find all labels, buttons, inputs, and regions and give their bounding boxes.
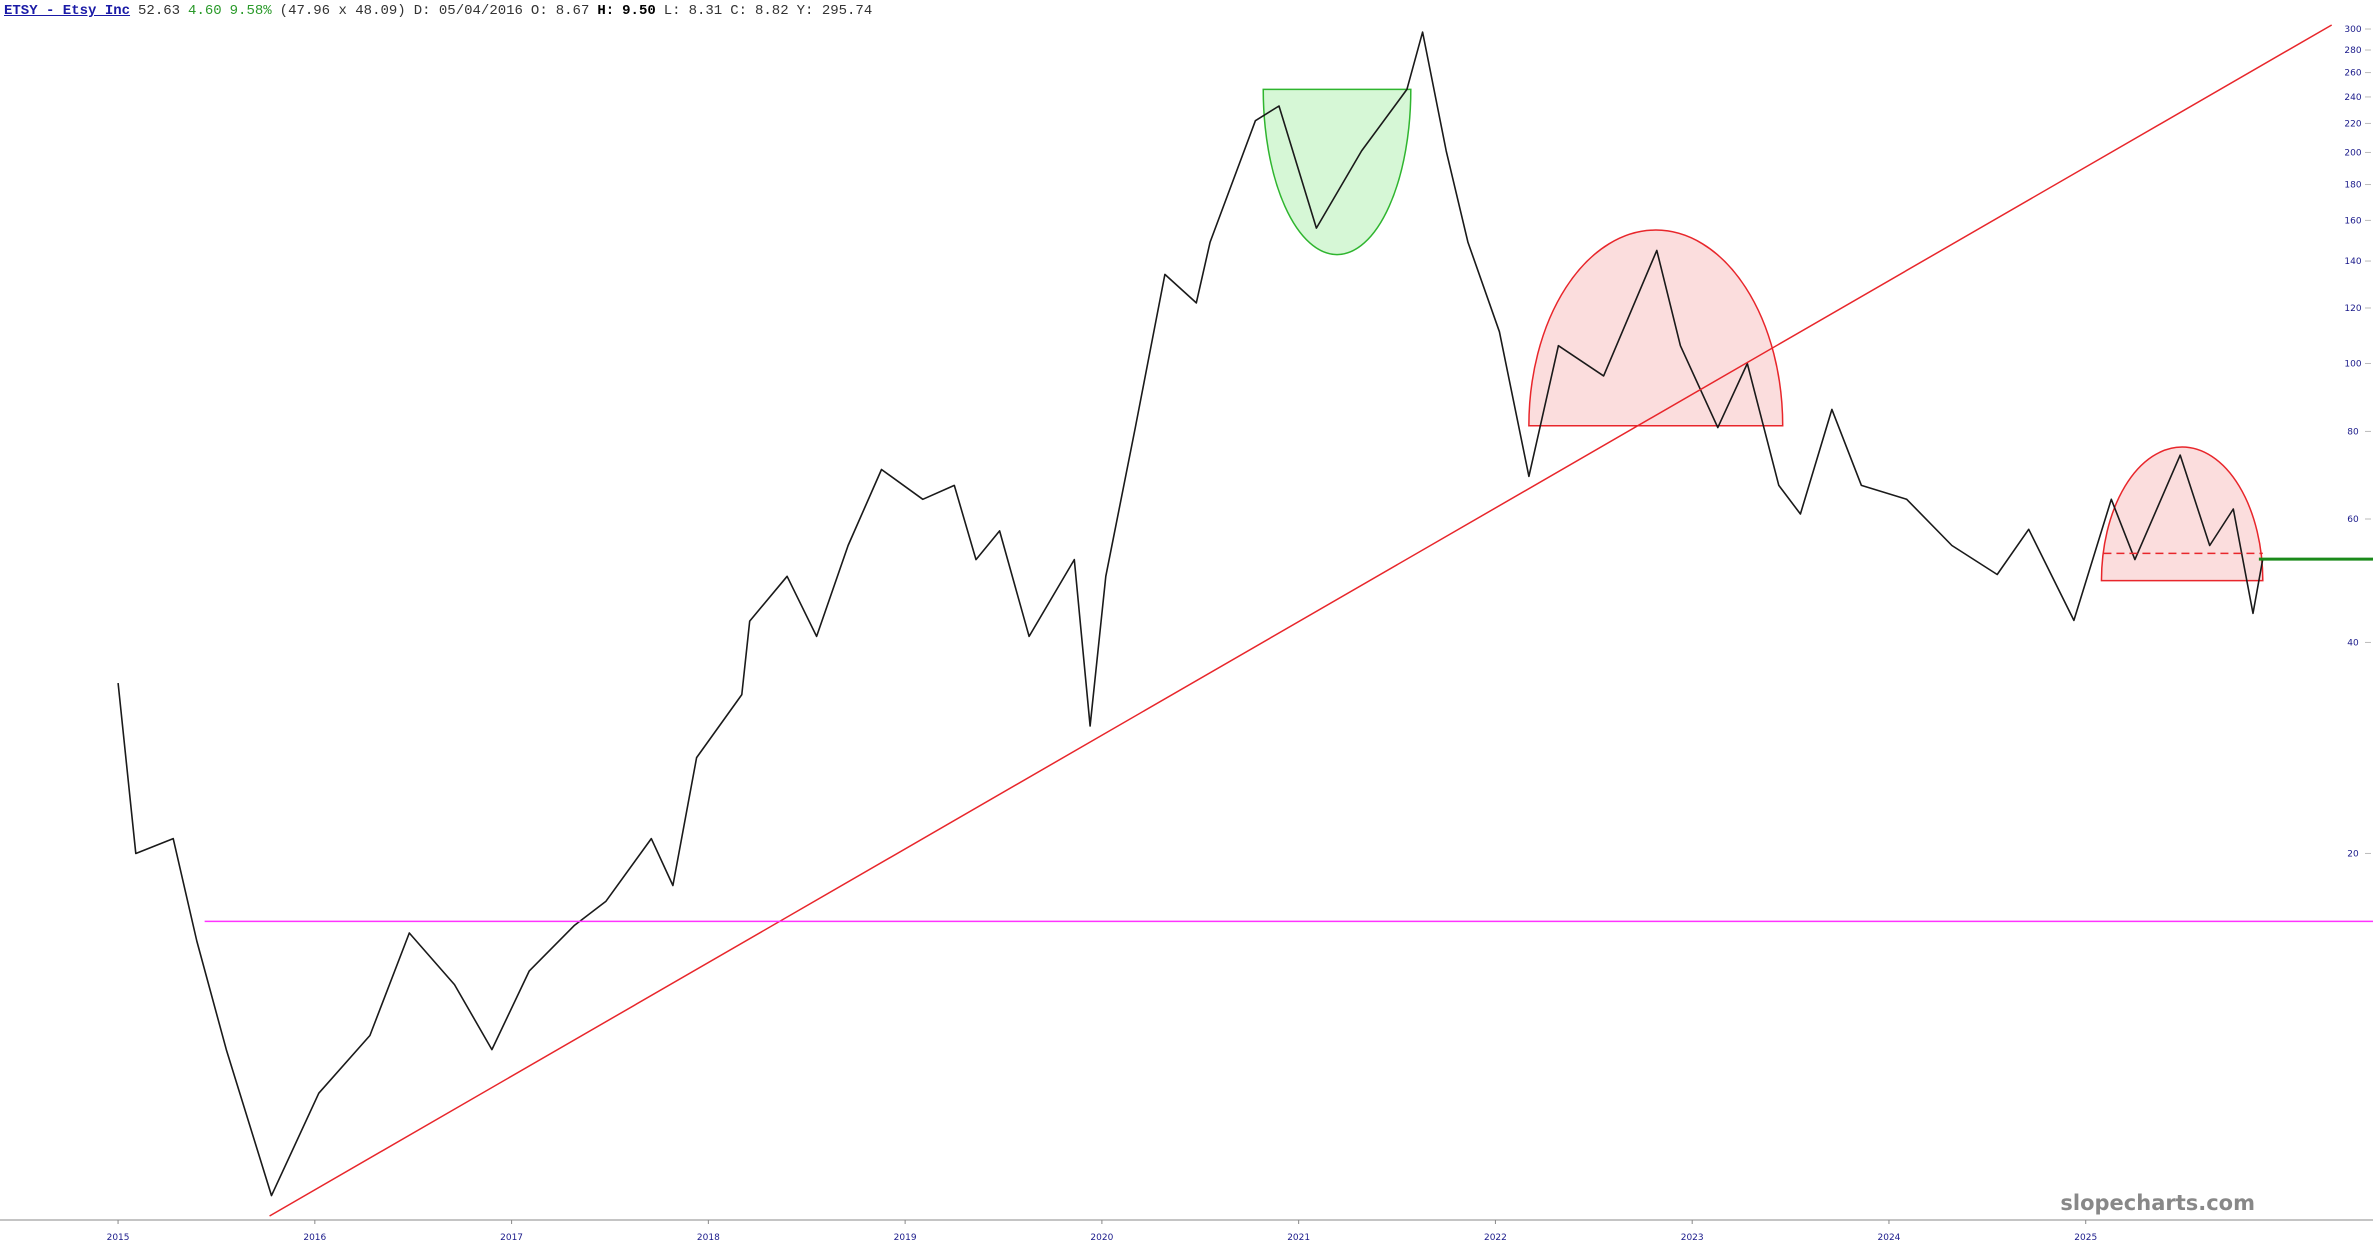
x-tick-label: 2025 [2074,1233,2097,1243]
y-tick-label: 60 [2347,515,2359,525]
y-tick-label: 300 [2344,25,2361,35]
x-tick-label: 2020 [1090,1233,1113,1243]
x-tick-label: 2023 [1681,1233,1704,1243]
y-tick-label: 160 [2344,216,2361,226]
open: 8.67 [555,3,590,19]
x-tick-label: 2017 [500,1233,523,1243]
annotation-line [269,24,2333,1217]
last-price: 52.63 [138,3,181,19]
low-label: L: [663,3,681,19]
x-tick-label: 2022 [1484,1233,1507,1243]
pattern-shape [1528,229,1784,427]
change-pct: 9.58% [229,3,272,19]
y-tick-label: 120 [2344,304,2361,314]
y-tick-label: 140 [2344,257,2361,267]
x-tick-label: 2019 [894,1233,917,1243]
low: 8.31 [688,3,723,19]
close-label: C: [730,3,747,19]
y-tick-label: 80 [2347,427,2359,437]
y-tick-label: 220 [2344,119,2361,129]
price-line [117,31,2264,1197]
y-tick-label: 20 [2347,849,2359,859]
high-label: H: [597,3,615,19]
y-tick-label: 40 [2347,638,2359,648]
change: 4.60 [188,3,222,19]
quote-header: ETSY - Etsy Inc 52.63 4.60 9.58% (47.96 x 48… [4,3,880,19]
open-label: O: [530,3,548,19]
x-tick-label: 2018 [697,1233,720,1243]
watermark: slopecharts.com [2060,1191,2255,1215]
y-tick-label: 260 [2344,69,2361,79]
high: 9.50 [622,3,656,19]
y-tick-label: 100 [2344,359,2361,369]
pattern-shape [1263,89,1411,254]
x-tick-label: 2016 [303,1233,326,1243]
x-tick-label: 2024 [1878,1233,1901,1243]
year-high: Y: 295.74 [796,3,873,19]
bid-ask: (47.96 x 48.09) [279,3,406,19]
date: D: 05/04/2016 [413,3,523,19]
y-tick-label: 200 [2344,148,2361,158]
y-tick-label: 180 [2344,181,2361,191]
symbol-link[interactable]: ETSY - Etsy Inc [4,3,131,19]
x-tick-label: 2015 [107,1233,130,1243]
pattern-shape [2100,446,2264,582]
y-tick-label: 240 [2344,93,2361,103]
x-tick-label: 2021 [1287,1233,1310,1243]
close: 8.82 [755,3,789,19]
y-tick-label: 280 [2344,46,2361,56]
